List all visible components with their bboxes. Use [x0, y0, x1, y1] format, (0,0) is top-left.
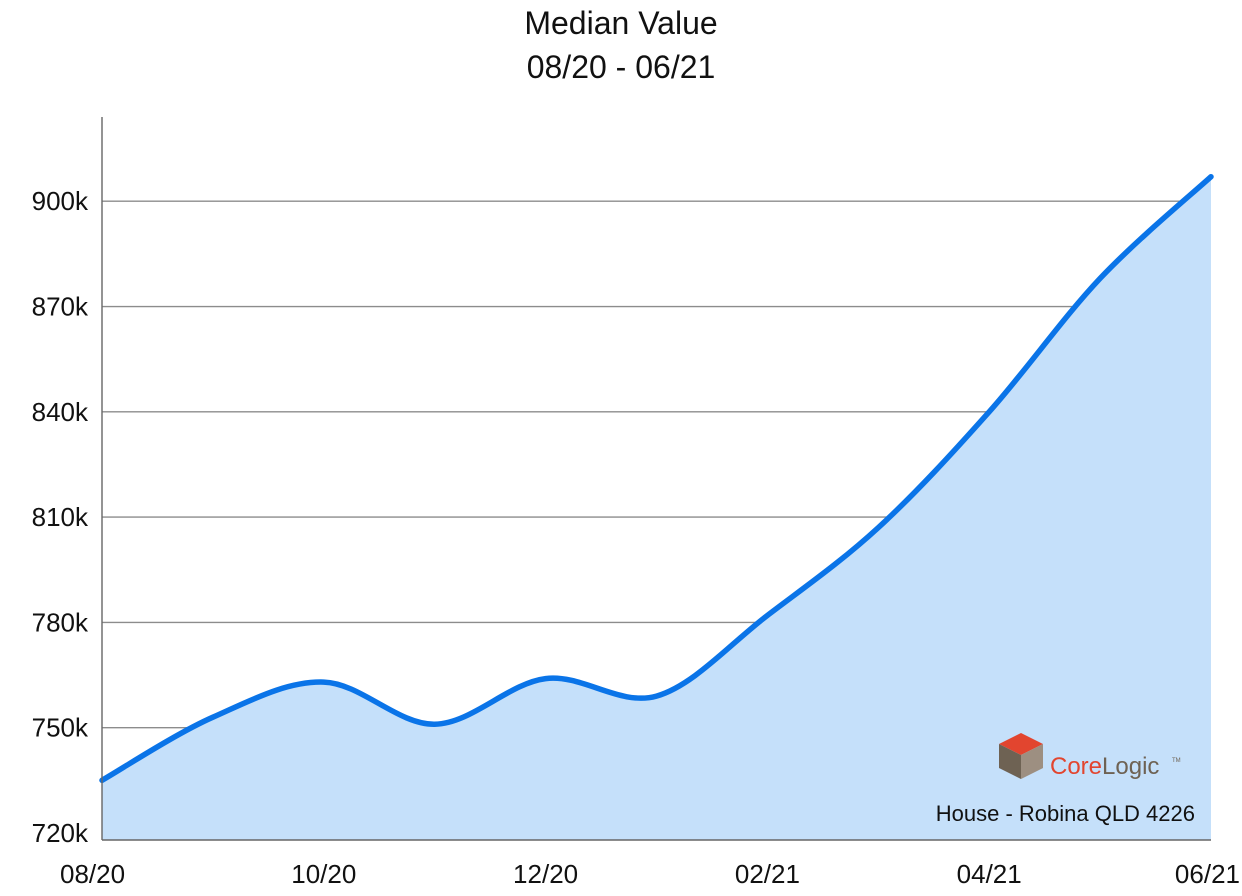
axis-layer — [101, 117, 1211, 841]
y-tick-label: 900k — [32, 186, 89, 216]
x-tick-label: 12/20 — [513, 859, 578, 889]
y-tick-label: 780k — [32, 607, 89, 637]
chart-subtitle: 08/20 - 06/21 — [527, 49, 716, 85]
x-tick-label: 02/21 — [735, 859, 800, 889]
x-tick-label: 06/21 — [1175, 859, 1240, 889]
chart-caption: House - Robina QLD 4226 — [936, 801, 1195, 826]
logo-text: CoreLogic — [1050, 753, 1159, 780]
y-tick-label: 720k — [32, 818, 89, 848]
x-tick-label: 04/21 — [957, 859, 1022, 889]
corelogic-cube-icon — [999, 733, 1043, 779]
area-fill-layer — [102, 176, 1211, 840]
y-tick-label: 750k — [32, 713, 89, 743]
y-tick-labels: 720k 750k 780k 810k 840k 870k 900k — [32, 186, 89, 848]
logo-text-core: Core — [1050, 753, 1102, 780]
x-tick-label: 10/20 — [291, 859, 356, 889]
x-tick-labels: 08/20 10/20 12/20 02/21 04/21 06/21 — [60, 859, 1240, 889]
y-tick-label: 810k — [32, 502, 89, 532]
series-line — [99, 173, 1214, 784]
chart-title: Median Value — [524, 5, 717, 41]
series-area — [102, 176, 1211, 840]
x-tick-label: 08/20 — [60, 859, 125, 889]
corelogic-logo: CoreLogic TM — [999, 733, 1181, 780]
y-tick-label: 840k — [32, 397, 89, 427]
logo-text-logic: Logic — [1102, 753, 1159, 780]
y-tick-label: 870k — [32, 292, 89, 322]
logo-trademark: TM — [1172, 758, 1181, 764]
series-line-layer — [99, 173, 1214, 784]
